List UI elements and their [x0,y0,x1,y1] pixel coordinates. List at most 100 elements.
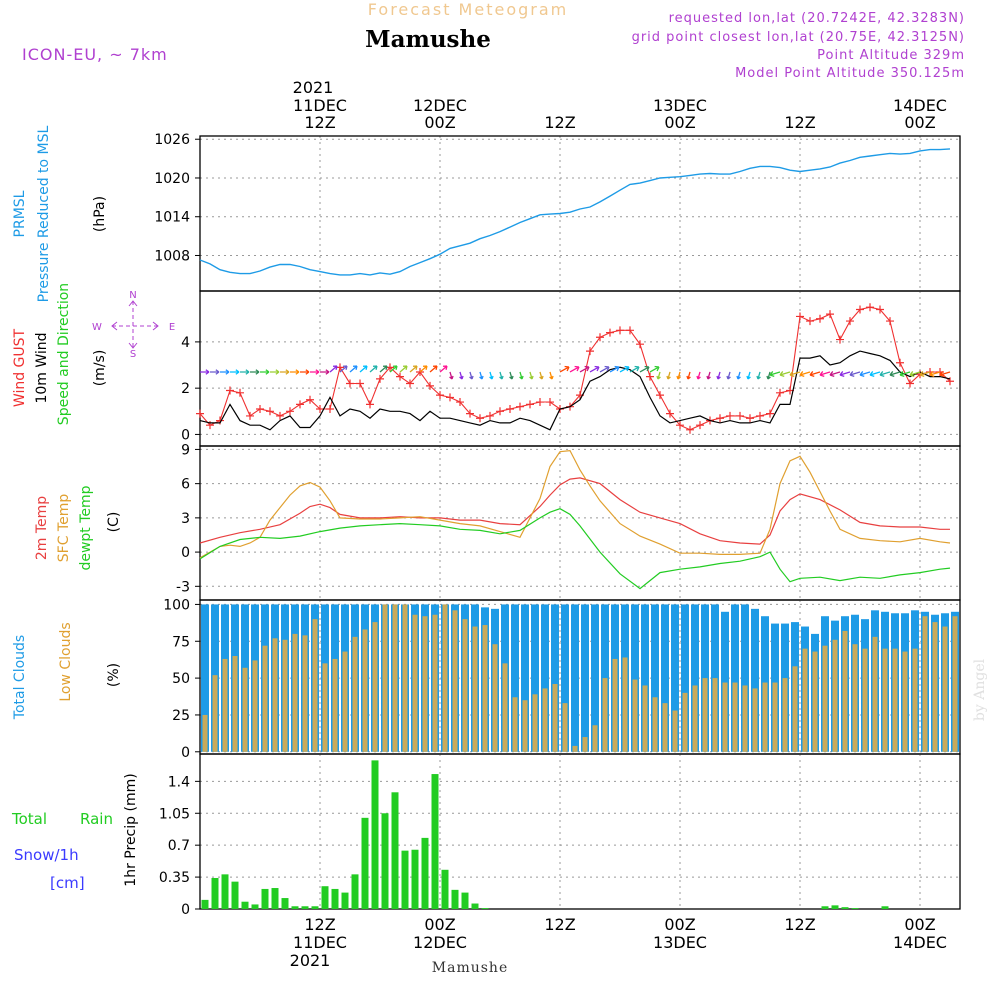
low-cloud-bar [272,638,278,752]
gust-line [199,306,951,431]
rain-bar [281,898,289,909]
rain-bar [291,906,299,909]
low-cloud-bar [392,604,398,752]
wind-direction-arrow [270,369,280,375]
svg-text:W: W [92,322,102,333]
low-cloud-bar [842,630,848,752]
wind-label-direction: Speed and Direction [56,283,72,425]
low-cloud-bar [952,616,958,752]
low-cloud-bar [712,678,718,752]
rain-bar [341,892,349,909]
total-cloud-bar [661,604,669,752]
wind-direction-arrow [909,371,921,378]
bottom-date-label: 13DEC [653,933,707,952]
bottom-hour-label: 12Z [544,915,575,934]
wind-direction-arrow [766,371,771,380]
svg-text:E: E [169,322,175,333]
gust-marker [806,317,814,326]
wind-direction-arrow [499,371,504,380]
gust-marker [366,400,374,409]
y-tick-label: 9 [181,442,190,458]
gust-marker [866,303,874,312]
wind-direction-arrow [549,371,554,380]
gridpoint-coords: grid point closest lon,lat (20.75E, 42.3… [632,30,965,45]
gust-marker [826,310,834,319]
bottom-hour-label: 00Z [664,915,695,934]
low-cloud-bar [912,648,918,752]
low-cloud-bar [592,725,598,752]
gust-marker [196,409,204,418]
total-cloud-bar [631,604,639,752]
low-cloud-bar [762,682,768,752]
wind-direction-arrow [629,365,640,373]
y-tick-label: 1014 [154,210,190,226]
wind-direction-arrow [200,369,210,375]
wind-direction-arrow [889,371,901,378]
bottom-hour-label: 12Z [784,915,815,934]
gust-marker [626,326,634,335]
rain-bar [231,881,239,909]
gust-marker [646,372,654,381]
wind-direction-arrow [539,371,544,380]
low-cloud-bar [672,710,678,752]
gust-marker [736,411,744,420]
wind-direction-arrow [809,371,821,378]
gust-marker [496,407,504,416]
gust-marker [846,317,854,326]
low-cloud-bar [492,644,498,752]
gust-marker [296,400,304,409]
low-cloud-bar [642,685,648,752]
gust-marker [886,317,894,326]
gust-marker [546,398,554,407]
bottom-date-label: 11DEC [293,933,347,952]
low-cloud-bar [552,684,558,752]
low-cloud-bar [322,663,328,752]
wind-direction-arrow [559,365,570,373]
gust-marker [256,404,264,413]
gust-marker [456,398,464,407]
wind-direction-arrow [639,365,650,373]
bottom-hour-label: 00Z [424,915,455,934]
pressure-panel-labels: PRMSL Pressure Reduced to MSL (hPa) [12,125,108,302]
y-tick-label: 1.4 [168,774,190,790]
y-tick-label: 25 [172,708,190,724]
gust-marker [656,391,664,400]
gust-marker [486,411,494,420]
y-tick-label: 2 [181,381,190,397]
dewpt-line [199,508,951,590]
pressure-label-1: PRMSL [12,190,28,237]
top-hour-label: 12Z [304,113,335,132]
wind-direction-arrow [769,371,781,378]
total-cloud-bar [591,604,599,752]
rain-bar [361,817,369,909]
model-point-altitude: Model Point Altitude 350.125m [735,66,965,81]
low-cloud-bar [792,666,798,752]
wind-direction-arrow [439,365,448,373]
requested-coords: requested lon,lat (20.7242E, 42.3283N) [669,11,965,26]
rain-bar [831,905,839,909]
bottom-date-label: 12DEC [413,933,467,952]
y-tick-label: 75 [172,634,190,650]
rain-bar [421,837,429,909]
low-cloud-bar [742,685,748,752]
precip-panel-labels: Total Rain Snow/1h [cm] 1hr Precip (mm) [11,773,139,892]
top-date-label: 14DEC [893,96,947,115]
low-cloud-bar [772,682,778,752]
gust-marker [596,333,604,342]
wind-direction-arrow [666,371,671,380]
low-cloud-bar [262,645,268,752]
y-tick-label: 1.05 [159,806,190,822]
low-cloud-bar [722,682,728,752]
rain-bar [331,888,339,909]
wind-label-gust: Wind GUST [12,328,28,407]
wind-direction-arrow [320,369,330,375]
low-cloud-bar [212,675,218,752]
y-tick-label: 1026 [154,132,190,148]
wind-direction-arrow [656,371,661,380]
wind-direction-arrow [399,365,408,373]
low-cloud-bar [482,625,488,752]
wind-direction-arrow [339,365,348,373]
gust-marker [446,393,454,402]
low-cloud-bar [652,697,658,752]
